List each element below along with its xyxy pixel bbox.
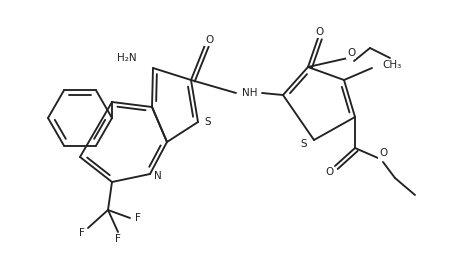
Text: S: S bbox=[205, 117, 211, 127]
Text: O: O bbox=[379, 148, 387, 158]
Text: F: F bbox=[79, 228, 85, 238]
Text: N: N bbox=[154, 171, 162, 181]
Text: O: O bbox=[325, 167, 333, 177]
Text: NH: NH bbox=[242, 88, 258, 98]
Text: S: S bbox=[301, 139, 307, 149]
Text: F: F bbox=[115, 234, 121, 244]
Text: O: O bbox=[316, 27, 324, 37]
Text: H₂N: H₂N bbox=[117, 53, 137, 63]
Text: O: O bbox=[347, 48, 355, 58]
Text: O: O bbox=[205, 35, 213, 45]
Text: F: F bbox=[135, 213, 141, 223]
Text: CH₃: CH₃ bbox=[382, 60, 401, 70]
